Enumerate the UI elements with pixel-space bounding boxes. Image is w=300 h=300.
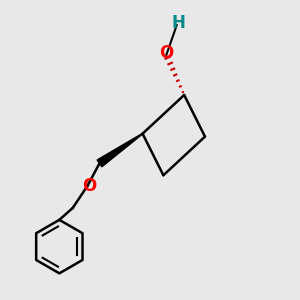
Text: O: O: [82, 177, 96, 195]
Polygon shape: [97, 134, 143, 167]
Text: O: O: [159, 44, 173, 62]
Text: H: H: [171, 14, 185, 32]
